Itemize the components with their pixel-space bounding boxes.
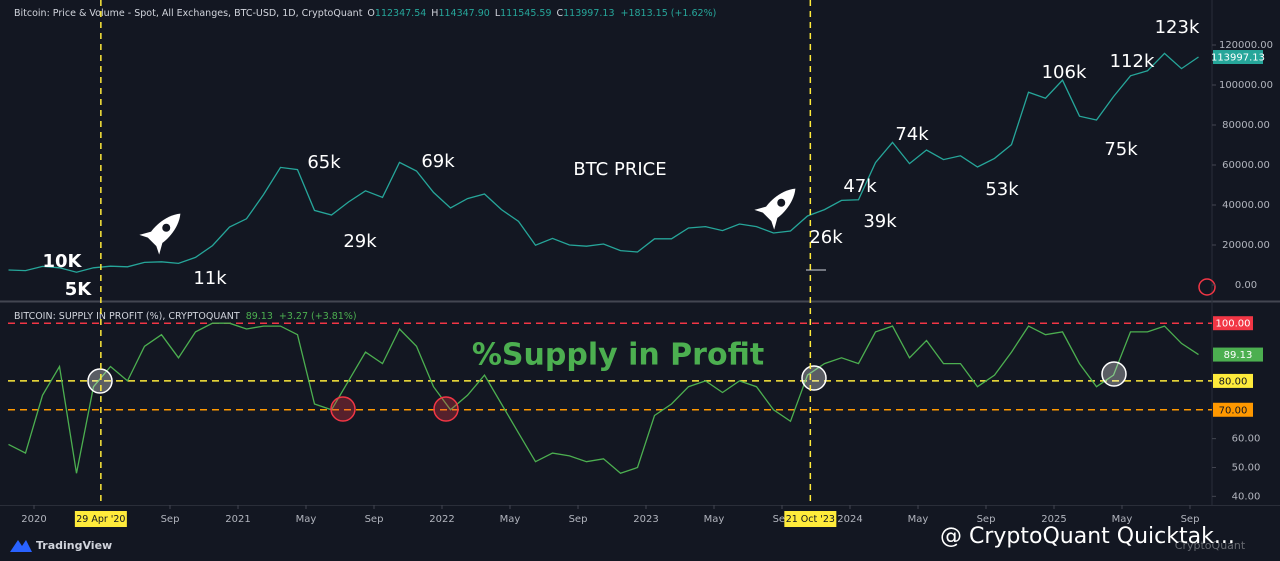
ohlc-key: H	[431, 8, 438, 19]
annotation: 112k	[1110, 51, 1155, 72]
y-tick-label: 20000.00	[1222, 240, 1270, 251]
highlight-circle	[433, 396, 459, 422]
ohlc-value: 111545.59	[500, 8, 551, 19]
annotation: 47k	[843, 176, 877, 197]
pane-title: Bitcoin: Price & Volume - Spot, All Exch…	[14, 8, 716, 19]
change: +1813.15 (+1.62%)	[621, 8, 717, 19]
y-tick-label: 100000.00	[1219, 80, 1273, 91]
annotation: %Supply in Profit	[472, 338, 764, 373]
x-tick-label: May	[704, 514, 725, 525]
level-label: 100.00	[1216, 319, 1251, 330]
rocket-icon	[139, 213, 181, 255]
annotation: 53k	[985, 179, 1019, 200]
x-tick-label: 2023	[633, 514, 658, 525]
y-tick-label: 40.00	[1232, 491, 1261, 502]
level-label: 70.00	[1219, 405, 1248, 416]
ohlc-value: 112347.54	[375, 8, 426, 19]
alert-icon[interactable]	[1198, 278, 1216, 296]
highlight-circle	[801, 365, 827, 391]
y-tick-label: 0.00	[1235, 280, 1257, 291]
x-tick-label: May	[908, 514, 929, 525]
ohlc-key: C	[556, 8, 563, 19]
annotation: 69k	[421, 151, 455, 172]
marker-label: 29 Apr '20	[76, 514, 125, 525]
annotation: 75k	[1104, 139, 1138, 160]
level-label-bg	[1213, 373, 1253, 388]
price-axis-bg	[1212, 0, 1280, 505]
annotation: 74k	[895, 124, 929, 145]
y-tick-label: 50.00	[1232, 462, 1261, 473]
annotation: 29k	[343, 231, 377, 252]
last-value-label: 113997.13	[1211, 53, 1265, 64]
title-text: BITCOIN: SUPPLY IN PROFIT (%), CRYPTOQUA…	[14, 311, 240, 322]
marker-label-bg	[74, 511, 127, 527]
x-tick-label: 2024	[837, 514, 862, 525]
ohlc-value: 114347.90	[438, 8, 489, 19]
x-tick-label: 2020	[21, 514, 46, 525]
annotation: 11k	[193, 268, 227, 289]
watermark: @ CryptoQuant Quicktak...	[940, 524, 1235, 549]
x-tick-label: May	[296, 514, 317, 525]
tradingview-logo[interactable]	[10, 540, 32, 552]
highlight-circle	[330, 396, 356, 422]
level-label-bg	[1213, 402, 1253, 417]
last-value-bg	[1213, 50, 1263, 65]
ohlc-key: L	[495, 8, 501, 19]
rocket-icon	[754, 188, 796, 230]
x-tick-label: 2021	[225, 514, 250, 525]
marker-label-bg	[784, 511, 837, 527]
x-tick-label: May	[500, 514, 521, 525]
title-text: Bitcoin: Price & Volume - Spot, All Exch…	[14, 8, 363, 19]
annotation: BTC PRICE	[573, 159, 666, 180]
x-tick-label: 2022	[429, 514, 454, 525]
x-tick-label: 2025	[1041, 514, 1066, 525]
logo-icon	[10, 540, 32, 552]
y-tick-label: 40000.00	[1222, 200, 1270, 211]
x-tick-label: Sep	[161, 514, 180, 525]
annotation: 123k	[1155, 17, 1200, 38]
highlight-circle	[87, 368, 113, 394]
footer-bg	[0, 531, 1280, 561]
level-label: 80.00	[1219, 376, 1248, 387]
current-value: 89.13	[246, 311, 273, 322]
y-tick-label: 60.00	[1232, 434, 1261, 445]
ohlc-key: O	[367, 8, 374, 19]
ohlc-value: 113997.13	[563, 8, 614, 19]
y-tick-label: 80000.00	[1222, 120, 1270, 131]
level-label-bg	[1213, 316, 1253, 331]
annotation: 26k	[809, 227, 843, 248]
series-line	[8, 52, 1199, 273]
pane-title: BITCOIN: SUPPLY IN PROFIT (%), CRYPTOQUA…	[14, 311, 357, 322]
annotation: 39k	[863, 211, 897, 232]
annotation: 10K	[43, 251, 83, 272]
annotation: 106k	[1042, 62, 1087, 83]
change: +3.27 (+3.81%)	[279, 311, 357, 322]
x-tick-label: Sep	[1181, 514, 1200, 525]
x-tick-label: Sep	[365, 514, 384, 525]
x-tick-label: May	[1112, 514, 1133, 525]
annotation: 5K	[65, 279, 93, 300]
y-tick-label: 120000.00	[1219, 40, 1273, 51]
series-line	[8, 322, 1199, 475]
annotation: 65k	[307, 152, 341, 173]
brand: TradingView	[36, 539, 112, 552]
last-value-bg	[1213, 347, 1263, 362]
watermark-logo: CryptoQuant	[1175, 539, 1246, 552]
marker-label: 21 Oct '23	[786, 514, 835, 525]
highlight-circle	[1101, 361, 1127, 387]
x-tick-label: Sep	[773, 514, 792, 525]
last-value-label: 89.13	[1224, 350, 1253, 361]
x-tick-label: Sep	[569, 514, 588, 525]
x-tick-label: Sep	[977, 514, 996, 525]
y-tick-label: 60000.00	[1222, 160, 1270, 171]
